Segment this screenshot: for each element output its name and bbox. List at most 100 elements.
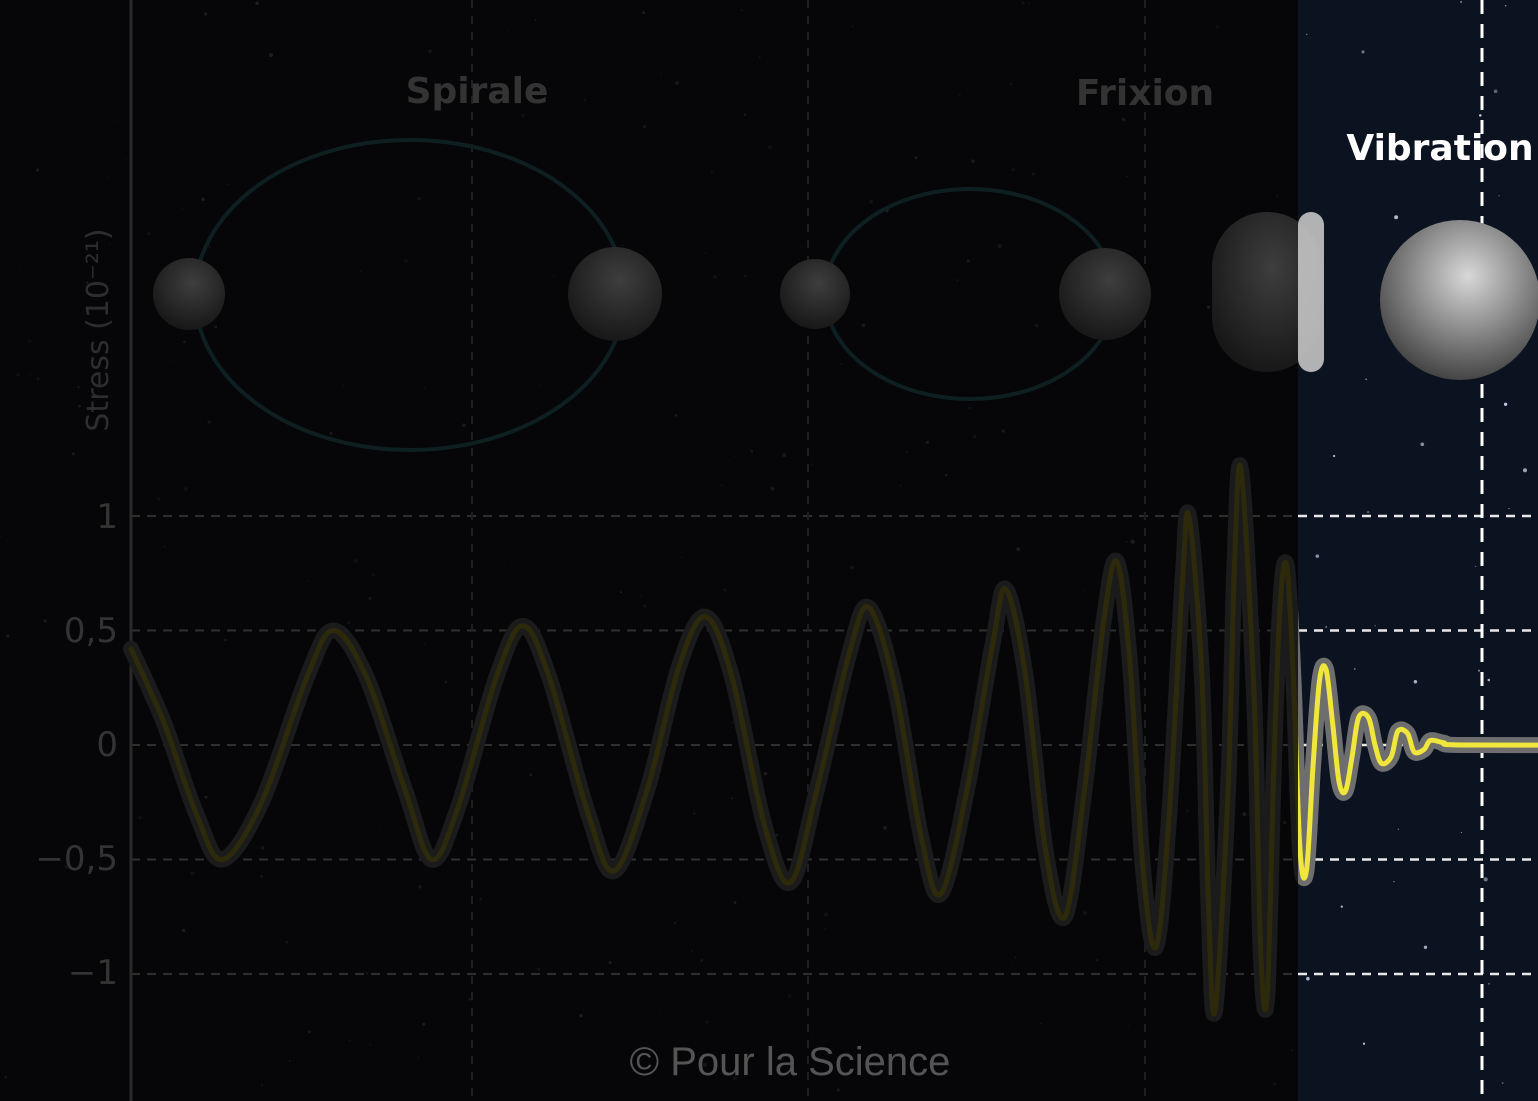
star-dot — [1325, 626, 1328, 628]
star-dot — [190, 871, 195, 876]
star-dot — [288, 1059, 291, 1062]
star-dot — [733, 901, 737, 905]
star-dot — [342, 384, 345, 387]
star-dot — [422, 1022, 426, 1026]
star-dot — [107, 177, 110, 179]
star-dot — [183, 340, 186, 344]
star-dot — [972, 434, 977, 439]
star-dot — [750, 450, 754, 453]
star-dot — [1423, 945, 1428, 949]
star-dot — [449, 135, 452, 137]
star-dot — [4, 1075, 8, 1079]
star-dot — [0, 535, 2, 538]
star-dot — [952, 156, 954, 158]
star-dot — [956, 278, 959, 282]
star-dot — [1498, 195, 1500, 197]
star-dot — [1185, 809, 1190, 813]
y-tick-label: −0,5 — [35, 839, 118, 879]
star-dot — [1291, 1049, 1294, 1052]
star-dot — [734, 455, 736, 458]
star-dot — [782, 453, 786, 458]
star-dot — [1114, 351, 1116, 353]
star-dot — [77, 386, 80, 389]
star-dot — [365, 972, 369, 975]
star-dot — [521, 113, 525, 117]
star-dot — [479, 898, 482, 901]
star-dot — [710, 171, 713, 174]
star-dot — [1365, 378, 1368, 381]
star-dot — [1016, 547, 1021, 552]
vibration-background — [1298, 0, 1538, 1101]
star-dot — [389, 521, 391, 523]
star-dot — [1354, 141, 1356, 143]
merging-blob-lit — [1298, 212, 1324, 372]
star-dot — [1021, 2, 1025, 5]
star-dot — [851, 25, 854, 28]
star-dot — [811, 463, 813, 465]
star-dot — [359, 270, 362, 273]
star-dot — [238, 657, 240, 660]
star-dot — [124, 157, 127, 160]
star-dot — [64, 864, 69, 869]
star-dot — [608, 961, 612, 965]
star-dot — [444, 680, 448, 684]
star-dot — [1275, 195, 1278, 198]
star-dot — [1283, 821, 1287, 825]
star-dot — [1082, 15, 1085, 17]
star-dot — [770, 486, 775, 491]
star-dot — [329, 431, 333, 435]
star-dot — [675, 81, 680, 86]
star-dot — [108, 243, 111, 245]
star-dot — [660, 73, 662, 75]
star-dot — [1233, 453, 1236, 455]
star-dot — [416, 1056, 420, 1059]
star-dot — [1082, 589, 1085, 591]
star-dot — [1001, 429, 1005, 433]
star-dot — [428, 49, 432, 53]
star-dot — [1393, 880, 1395, 883]
star-dot — [744, 274, 747, 278]
star-dot — [503, 561, 505, 563]
star-dot — [1207, 305, 1211, 309]
star-dot — [6, 634, 10, 638]
star-dot — [659, 1012, 662, 1015]
star-dot — [705, 252, 707, 255]
star-dot — [640, 595, 642, 598]
star-dot — [307, 1030, 311, 1034]
star-dot — [1095, 959, 1098, 962]
star-dot — [763, 772, 768, 776]
star-dot — [642, 11, 646, 15]
star-dot — [1483, 877, 1488, 882]
star-dot — [1420, 442, 1425, 447]
star-dot — [35, 168, 40, 172]
star-dot — [850, 565, 855, 570]
star-dot — [368, 596, 372, 600]
star-dot — [1028, 2, 1031, 5]
star-dot — [966, 259, 971, 263]
star-dot — [713, 274, 717, 279]
star-dot — [900, 485, 902, 487]
waveform — [123, 457, 1538, 1022]
star-dot — [214, 325, 218, 329]
star-dot — [643, 125, 647, 129]
star-dot — [1475, 565, 1477, 567]
star-dot — [78, 405, 81, 408]
star-dot — [700, 958, 704, 962]
star-dot — [840, 363, 843, 365]
star-dot — [553, 275, 555, 277]
star-dot — [468, 997, 472, 1001]
star-dot — [1011, 168, 1015, 172]
star-dot — [925, 440, 930, 445]
star-dot — [207, 420, 211, 424]
star-dot — [1082, 910, 1087, 916]
star-dot — [968, 407, 971, 409]
star-dot — [261, 846, 265, 850]
star-dot — [1127, 1025, 1130, 1027]
star-dot — [306, 580, 309, 582]
star-dot — [731, 721, 735, 724]
star-dot — [720, 484, 723, 487]
star-dot — [1367, 511, 1370, 514]
star-dot — [1397, 828, 1400, 831]
star-dot — [905, 451, 908, 454]
